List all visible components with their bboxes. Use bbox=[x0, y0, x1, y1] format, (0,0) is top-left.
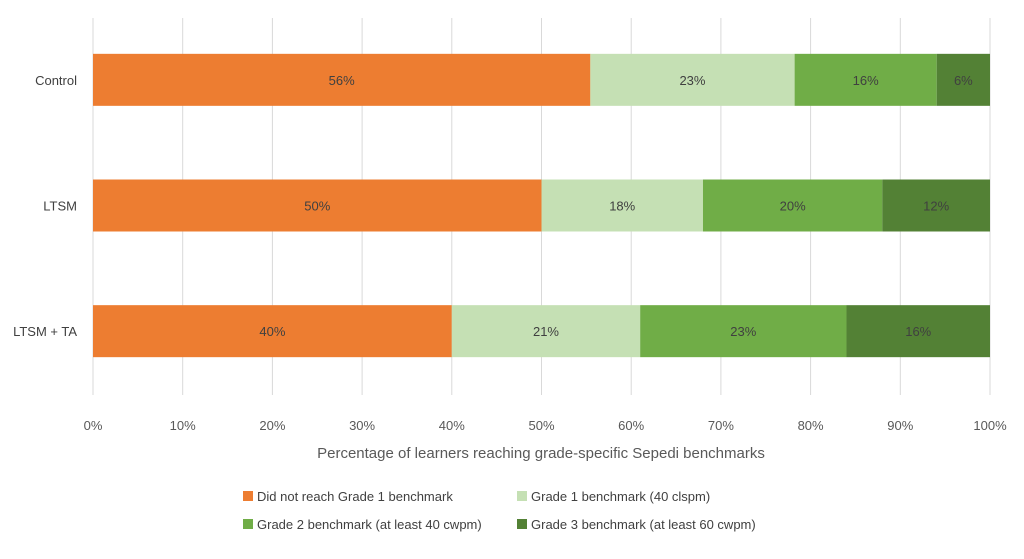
x-tick-label: 90% bbox=[887, 418, 913, 433]
bar-segment bbox=[882, 179, 990, 232]
data-label: 16% bbox=[853, 73, 879, 88]
category-label: LTSM bbox=[43, 199, 77, 214]
bar-segment bbox=[451, 305, 641, 358]
x-tick-label: 100% bbox=[973, 418, 1007, 433]
legend-item: Did not reach Grade 1 benchmark bbox=[243, 489, 453, 504]
bars: 56% 23% 16% 6% 50% 18% 20% 12% 40% 21% 23% 16% bbox=[93, 53, 990, 358]
data-label: 23% bbox=[730, 324, 756, 339]
data-label: 23% bbox=[679, 73, 705, 88]
bar-segment bbox=[541, 179, 703, 232]
x-tick-label: 50% bbox=[528, 418, 554, 433]
bar-segment bbox=[93, 53, 591, 106]
legend-item: Grade 2 benchmark (at least 40 cwpm) bbox=[243, 517, 482, 532]
legend-swatch bbox=[517, 491, 527, 501]
data-label: 40% bbox=[259, 324, 285, 339]
bar-segment bbox=[93, 179, 542, 232]
x-tick-label: 40% bbox=[439, 418, 465, 433]
data-label: 16% bbox=[905, 324, 931, 339]
legend-swatch bbox=[517, 519, 527, 529]
data-label: 20% bbox=[780, 199, 806, 214]
legend-label: Grade 3 benchmark (at least 60 cwpm) bbox=[531, 517, 756, 532]
legend-swatch bbox=[243, 519, 253, 529]
x-axis-title: Percentage of learners reaching grade-sp… bbox=[317, 445, 765, 462]
bar-segment bbox=[794, 53, 937, 106]
bar-segment bbox=[846, 305, 990, 358]
x-tick-label: 10% bbox=[170, 418, 196, 433]
category-labels: Control LTSM LTSM + TA bbox=[13, 73, 77, 339]
legend-label: Grade 2 benchmark (at least 40 cwpm) bbox=[257, 517, 482, 532]
data-label: 21% bbox=[533, 324, 559, 339]
data-label: 50% bbox=[304, 199, 330, 214]
x-tick-label: 0% bbox=[84, 418, 103, 433]
x-tick-label: 80% bbox=[798, 418, 824, 433]
data-label: 56% bbox=[329, 73, 355, 88]
legend: Did not reach Grade 1 benchmark Grade 1 b… bbox=[243, 489, 756, 532]
data-label: 12% bbox=[923, 199, 949, 214]
legend-label: Did not reach Grade 1 benchmark bbox=[257, 489, 453, 504]
bar-segment bbox=[590, 53, 795, 106]
data-label: 6% bbox=[954, 73, 973, 88]
bar-segment bbox=[702, 179, 883, 232]
category-label: LTSM + TA bbox=[13, 324, 77, 339]
x-tick-label: 60% bbox=[618, 418, 644, 433]
bar-segment bbox=[640, 305, 847, 358]
x-tick-label: 70% bbox=[708, 418, 734, 433]
bar-segment bbox=[93, 305, 452, 358]
data-label: 18% bbox=[609, 199, 635, 214]
x-tick-label: 30% bbox=[349, 418, 375, 433]
legend-item: Grade 3 benchmark (at least 60 cwpm) bbox=[517, 517, 756, 532]
legend-label: Grade 1 benchmark (40 clspm) bbox=[531, 489, 710, 504]
bar-segment bbox=[936, 53, 990, 106]
category-label: Control bbox=[35, 73, 77, 88]
legend-item: Grade 1 benchmark (40 clspm) bbox=[517, 489, 710, 504]
x-tick-label: 20% bbox=[259, 418, 285, 433]
legend-swatch bbox=[243, 491, 253, 501]
x-tick-labels: 0% 10% 20% 30% 40% 50% 60% 70% 80% 90% 100% bbox=[84, 418, 1007, 433]
